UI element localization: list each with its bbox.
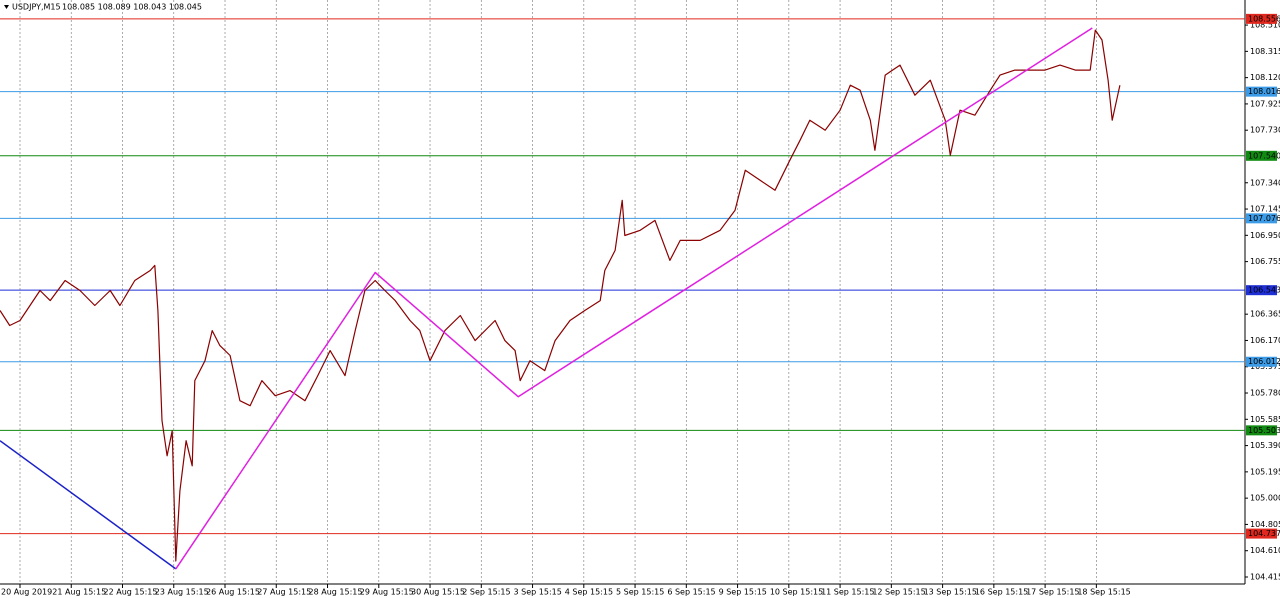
y-tick-label: 107.925 — [1250, 99, 1280, 108]
x-tick-label: 21 Aug 15:15 — [52, 588, 106, 597]
x-tick-label: 29 Aug 15:15 — [360, 588, 414, 597]
x-tick-label: 3 Sep 15:15 — [514, 588, 562, 597]
y-tick-label: 107.340 — [1250, 178, 1280, 187]
ohlc: 108.085 108.089 108.043 108.045 — [62, 3, 202, 12]
level-label: 107.076 — [1248, 214, 1280, 223]
y-tick-label: 105.780 — [1250, 389, 1280, 398]
level-tag — [1246, 86, 1277, 97]
x-tick-label: 2 Sep 15:15 — [462, 588, 510, 597]
level-label: 108.016 — [1248, 87, 1280, 96]
symbol: USDJPY,M15 — [12, 3, 61, 12]
level-tag — [1246, 150, 1277, 161]
x-tick-label: 28 Aug 15:15 — [309, 588, 363, 597]
x-tick-label: 11 Sep 15:15 — [821, 588, 874, 597]
trend-line — [0, 440, 177, 570]
level-tag — [1246, 213, 1277, 224]
y-tick-label: 104.415 — [1250, 572, 1280, 581]
level-label: 106.543 — [1248, 286, 1280, 295]
trend-line — [175, 27, 1093, 570]
level-tag — [1246, 285, 1277, 296]
x-tick-label: 16 Sep 15:15 — [975, 588, 1028, 597]
x-tick-label: 26 Aug 15:15 — [206, 588, 260, 597]
y-tick-label: 106.365 — [1250, 310, 1280, 319]
x-tick-label: 22 Aug 15:15 — [104, 588, 158, 597]
x-tick-label: 4 Sep 15:15 — [565, 588, 613, 597]
y-tick-label: 105.585 — [1250, 415, 1280, 424]
y-tick-label: 105.195 — [1250, 467, 1280, 476]
level-tag — [1246, 528, 1277, 539]
x-tick-label: 10 Sep 15:15 — [770, 588, 823, 597]
y-tick-label: 105.000 — [1250, 494, 1280, 503]
level-tag — [1246, 356, 1277, 367]
level-tag — [1246, 13, 1277, 24]
y-tick-label: 106.170 — [1250, 336, 1280, 345]
price-line — [0, 29, 1121, 562]
level-label: 104.737 — [1248, 529, 1280, 538]
x-tick-label: 5 Sep 15:15 — [616, 588, 664, 597]
x-tick-label: 23 Aug 15:15 — [155, 588, 209, 597]
y-tick-label: 107.145 — [1250, 205, 1280, 214]
level-tag — [1246, 425, 1277, 436]
x-tick-label: 27 Aug 15:15 — [257, 588, 311, 597]
x-tick-label: 17 Sep 15:15 — [1026, 588, 1079, 597]
y-tick-label: 104.805 — [1250, 520, 1280, 529]
y-tick-label: 107.730 — [1250, 126, 1280, 135]
level-label: 105.503 — [1248, 426, 1280, 435]
y-tick-label: 108.120 — [1250, 73, 1280, 82]
y-tick-label: 106.950 — [1250, 231, 1280, 240]
y-tick-label: 104.610 — [1250, 546, 1280, 555]
x-tick-label: 30 Aug 15:15 — [411, 588, 465, 597]
x-tick-label: 18 Sep 15:15 — [1077, 588, 1130, 597]
x-tick-label: 6 Sep 15:15 — [667, 588, 715, 597]
y-tick-label: 105.390 — [1250, 441, 1280, 450]
y-tick-label: 106.755 — [1250, 257, 1280, 266]
y-tick-label: 108.510 — [1250, 21, 1280, 30]
level-label: 106.012 — [1248, 357, 1280, 366]
menu-arrow[interactable] — [4, 5, 9, 9]
x-tick-label: 13 Sep 15:15 — [924, 588, 977, 597]
x-tick-label: 20 Aug 2019 — [1, 588, 52, 597]
level-label: 107.540 — [1248, 151, 1280, 160]
level-label: 108.556 — [1248, 14, 1280, 23]
x-tick-label: 12 Sep 15:15 — [872, 588, 925, 597]
y-tick-label: 108.315 — [1250, 47, 1280, 56]
x-tick-label: 9 Sep 15:15 — [719, 588, 767, 597]
